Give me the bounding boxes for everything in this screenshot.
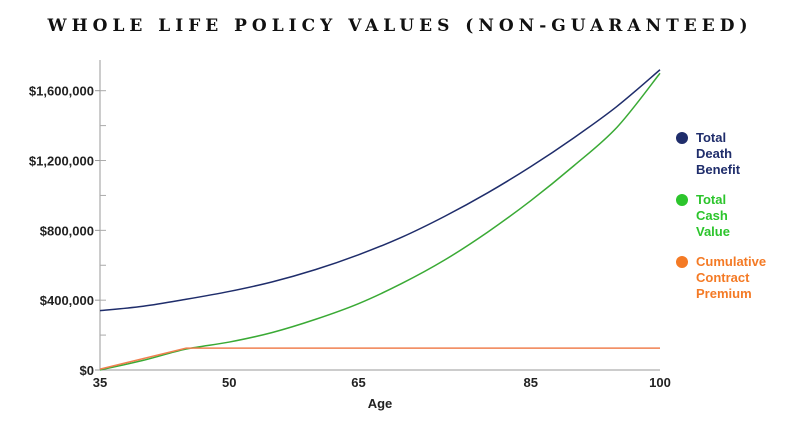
legend-item-death-benefit[interactable]: Total Death Benefit — [676, 130, 796, 178]
x-tick-label: 65 — [351, 375, 365, 390]
y-tick-label: $1,600,000 — [29, 84, 94, 99]
legend-item-premium[interactable]: Cumulative Contract Premium — [676, 254, 796, 302]
x-tick-label: 50 — [222, 375, 236, 390]
y-tick-label: $800,000 — [40, 223, 94, 238]
y-tick-label: $0 — [80, 363, 94, 378]
x-axis-label: Age — [368, 396, 393, 411]
legend-dot-icon — [676, 256, 688, 268]
y-tick-label: $400,000 — [40, 293, 94, 308]
y-tick-label: $1,200,000 — [29, 154, 94, 169]
legend-label: Total Death Benefit — [696, 130, 741, 177]
legend: Total Death Benefit Total Cash Value Cum… — [676, 130, 796, 316]
chart-title: WHOLE LIFE POLICY VALUES (NON-GUARANTEED… — [47, 16, 753, 36]
legend-dot-icon — [676, 132, 688, 144]
x-tick-label: 85 — [524, 375, 538, 390]
x-tick-label: 35 — [93, 375, 107, 390]
legend-label: Cumulative Contract Premium — [696, 254, 767, 301]
legend-item-cash-value[interactable]: Total Cash Value — [676, 192, 796, 240]
series-line-death-benefit — [99, 69, 661, 312]
series-line-cash-value — [99, 72, 661, 371]
x-tick-label: 100 — [649, 375, 671, 390]
legend-label: Total Cash Value — [696, 192, 730, 239]
legend-dot-icon — [676, 194, 688, 206]
series-line-premium — [99, 347, 660, 370]
